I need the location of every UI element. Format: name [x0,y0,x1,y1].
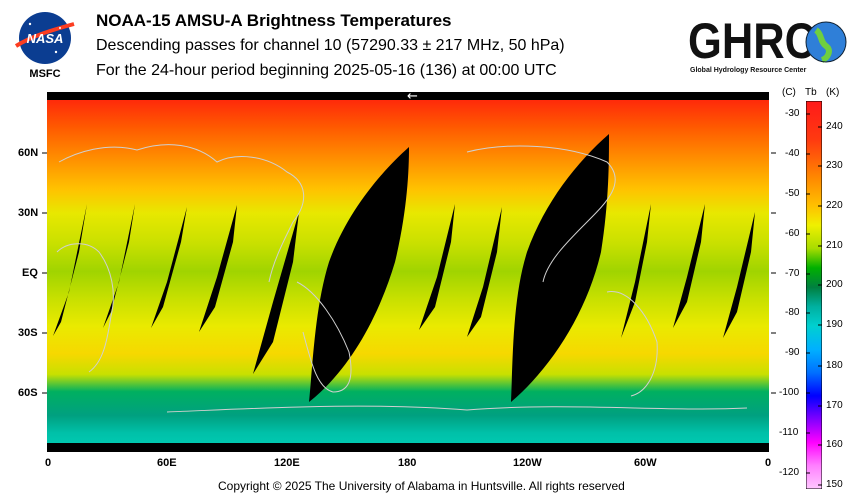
colorbar-k-label: 220 [826,200,843,211]
lat-label-eq: EQ [22,267,38,279]
colorbar-c-label: -70 [785,268,800,279]
lon-label-120w: 120W [513,457,542,469]
copyright-text: Copyright © 2025 The University of Alaba… [218,479,625,493]
colorbar-k-label: 240 [826,121,843,132]
colorbar-k-label: 200 [826,279,843,290]
brightness-temperature-map: ← [47,92,769,452]
msfc-text: MSFC [29,68,61,80]
period-text: For the 24-hour period beginning 2025-05… [96,62,557,79]
colorbar-c-label: -110 [779,427,799,438]
lon-label-0-right: 0 [765,457,772,469]
page-title: NOAA-15 AMSU-A Brightness Temperatures [96,11,452,30]
nasa-meatball-icon: NASA [14,12,75,64]
colorbar-c-label: -90 [785,347,800,358]
lat-label-30s: 30S [18,327,38,339]
page-subtitle: Descending passes for channel 10 (57290.… [96,37,565,54]
colorbar-header-c: (C) [782,87,796,98]
nasa-logo-text: NASA [27,31,64,46]
lat-label-30n: 30N [18,207,39,219]
lon-label-180: 180 [398,457,417,469]
colorbar-c-label: -30 [785,108,800,119]
nasa-logo: NASA MSFC [12,10,78,84]
colorbar-header-k: (K) [826,87,840,98]
lon-label-60e: 60E [157,457,177,469]
swath-gaps [53,134,755,402]
colorbar-c-label: -120 [779,467,800,478]
ghrc-logo: GHRC Global Hydrology Resource Center [688,10,848,76]
map-top-band [47,92,769,100]
colorbar-c-label: -60 [785,228,800,239]
colorbar-k-label: 160 [826,439,843,450]
colorbar-k-label: 190 [826,319,843,330]
direction-arrow: ← [407,92,418,104]
colorbar-k-label: 230 [826,160,843,171]
colorbar-c-label: -40 [785,148,800,159]
ghrc-subtext: Global Hydrology Resource Center [690,67,807,74]
colorbar-k-label: 210 [826,240,843,251]
ghrc-logo-text: GHRC [688,13,816,69]
map-bottom-band [47,443,769,452]
lon-label-0-left: 0 [45,457,52,469]
lat-label-60s: 60S [18,387,38,399]
lon-label-60w: 60W [634,457,657,469]
colorbar-k-label: 180 [826,360,843,371]
colorbar-c-label: -100 [779,387,800,398]
lat-label-60n: 60N [18,147,39,159]
map-ticks [42,152,776,394]
colorbar-header-tb: Tb [805,87,817,98]
colorbar-k-label: 170 [826,400,843,411]
colorbar-c-label: -50 [785,188,800,199]
colorbar-c-label: -80 [785,307,800,318]
globe-icon [805,21,847,63]
colorbar-k-label: 150 [826,479,843,490]
colorbar [806,101,822,489]
lon-label-120e: 120E [274,457,300,469]
coastlines [56,144,748,413]
